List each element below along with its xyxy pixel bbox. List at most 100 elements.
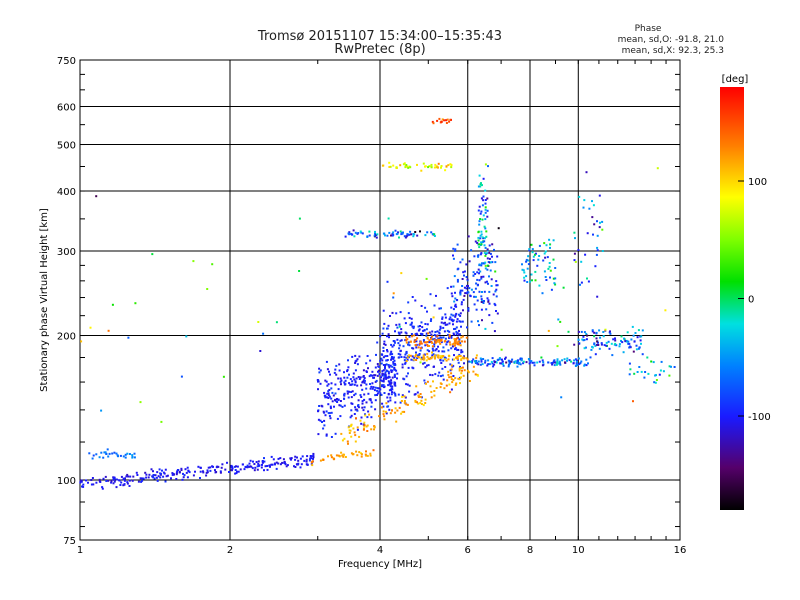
data-point: [450, 388, 453, 391]
data-point: [334, 383, 337, 386]
data-point: [448, 120, 451, 123]
data-point: [494, 270, 497, 273]
data-point: [308, 459, 311, 462]
data-point: [480, 264, 483, 267]
data-point: [631, 325, 634, 328]
data-point: [430, 231, 433, 234]
data-point: [459, 293, 462, 296]
data-point: [406, 165, 409, 168]
data-point: [554, 361, 556, 364]
data-point: [408, 233, 411, 236]
data-point: [508, 360, 511, 363]
data-point: [487, 165, 489, 168]
data-point: [555, 363, 558, 366]
data-point: [447, 333, 450, 336]
data-point: [346, 369, 349, 371]
data-point: [261, 461, 264, 464]
data-point: [471, 360, 474, 363]
data-point: [504, 356, 507, 359]
data-point: [632, 350, 635, 353]
data-point: [381, 402, 384, 405]
data-point: [522, 269, 525, 272]
data-point: [373, 428, 375, 431]
data-point: [652, 361, 655, 364]
data-point: [479, 357, 482, 360]
data-point: [257, 321, 260, 323]
data-point: [491, 357, 494, 360]
data-point: [601, 228, 604, 231]
data-point: [354, 381, 357, 384]
data-point: [396, 326, 399, 329]
data-point: [339, 415, 342, 418]
data-point: [416, 333, 419, 336]
data-point: [298, 270, 301, 272]
data-point: [383, 415, 386, 418]
data-point: [419, 325, 421, 327]
data-point: [180, 469, 183, 471]
data-point: [478, 246, 481, 249]
data-point: [541, 359, 544, 362]
data-point: [283, 462, 286, 465]
data-point: [90, 479, 93, 481]
data-point: [618, 345, 621, 348]
data-point: [501, 360, 504, 363]
data-point: [446, 323, 449, 326]
data-point: [113, 451, 116, 454]
data-point: [370, 428, 373, 431]
data-point: [454, 327, 457, 330]
data-point: [635, 344, 638, 347]
data-point: [595, 343, 598, 346]
data-point: [256, 468, 259, 471]
data-point: [460, 372, 463, 375]
data-point: [415, 346, 418, 349]
data-point: [402, 345, 405, 348]
data-point: [476, 271, 479, 274]
data-point: [449, 391, 452, 394]
data-point: [474, 273, 477, 275]
data-point: [362, 375, 365, 377]
data-point: [481, 241, 484, 244]
chart-title: Tromsø 20151107 15:34:00–15:35:43: [257, 29, 502, 44]
data-point: [456, 355, 459, 358]
data-point: [462, 357, 465, 360]
data-point: [122, 477, 125, 480]
data-point: [152, 470, 154, 473]
data-point: [593, 223, 596, 226]
x-tick-label: 6: [465, 545, 471, 556]
data-point: [403, 400, 406, 402]
data-point: [441, 350, 444, 353]
data-point: [527, 358, 530, 360]
data-point: [391, 369, 394, 372]
data-point: [350, 391, 353, 393]
data-point: [467, 291, 470, 294]
data-point: [442, 378, 445, 381]
data-point: [384, 410, 387, 413]
data-point: [390, 369, 393, 372]
data-point: [500, 362, 503, 365]
data-point: [236, 470, 238, 473]
data-point: [629, 345, 632, 348]
data-point: [317, 418, 320, 421]
data-point: [481, 236, 484, 239]
data-point: [456, 243, 459, 246]
data-point: [411, 325, 414, 328]
data-point: [448, 322, 451, 325]
data-point: [301, 455, 304, 458]
data-point: [433, 304, 436, 307]
data-point: [334, 432, 337, 435]
data-point: [455, 330, 458, 333]
data-point: [415, 359, 418, 361]
data-point: [492, 293, 495, 296]
data-point: [478, 243, 481, 246]
data-point: [484, 359, 487, 362]
data-point: [623, 337, 626, 340]
data-point: [376, 233, 379, 236]
data-point: [376, 363, 379, 365]
data-point: [335, 364, 338, 367]
data-point: [477, 268, 480, 271]
data-point: [458, 320, 461, 323]
data-point: [338, 363, 341, 366]
data-point: [460, 367, 463, 369]
data-point: [294, 466, 297, 468]
data-point: [270, 455, 273, 458]
